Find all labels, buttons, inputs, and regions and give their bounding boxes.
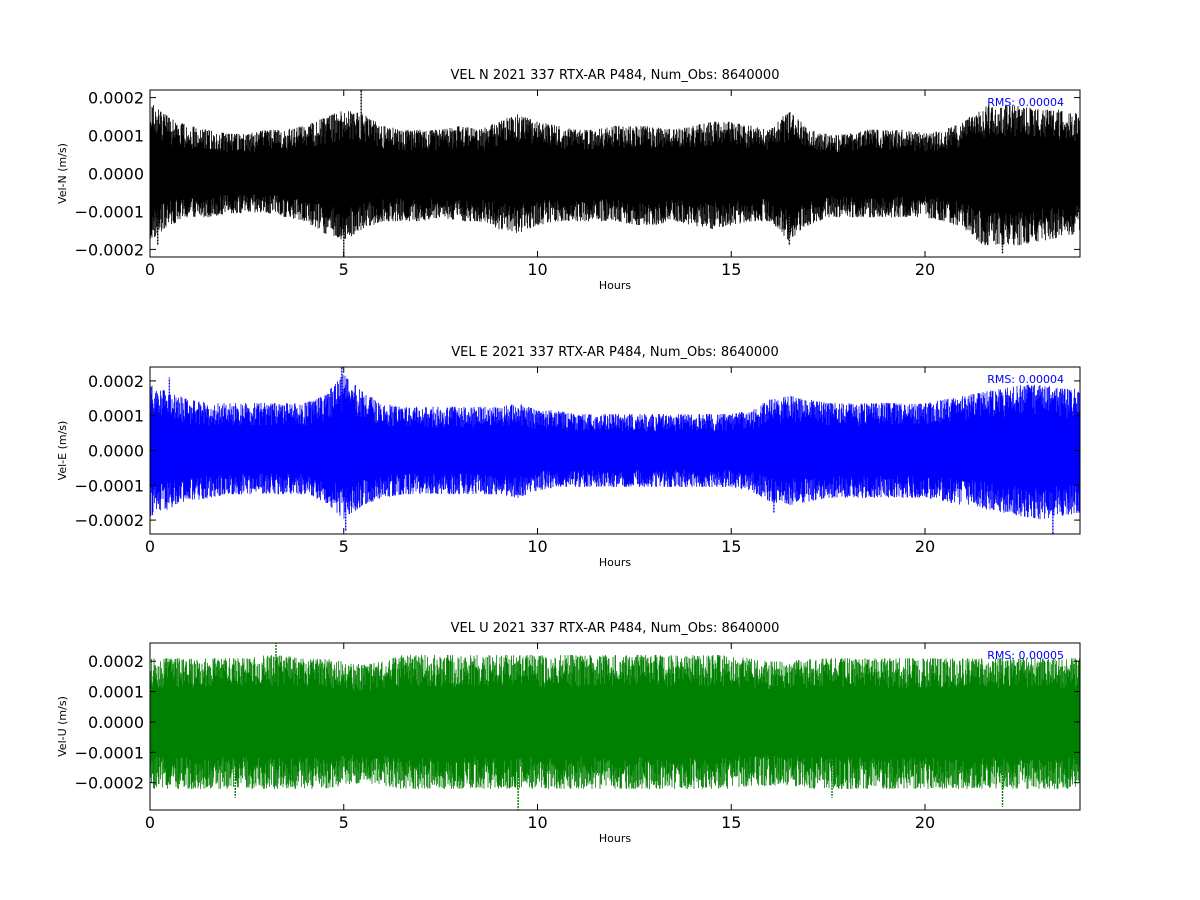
plot-data-area xyxy=(150,643,1080,810)
y-axis-label: Vel-E (m/s) xyxy=(56,421,69,481)
chart-title: VEL U 2021 337 RTX-AR P484, Num_Obs: 864… xyxy=(451,621,780,636)
y-tick-label: −0.0001 xyxy=(75,202,144,221)
chart-title: VEL N 2021 337 RTX-AR P484, Num_Obs: 864… xyxy=(451,68,780,83)
y-tick-label: −0.0002 xyxy=(75,774,144,793)
x-axis-ticks: 0 5 10 15 20 xyxy=(145,90,935,279)
y-tick-label: 0.0001 xyxy=(88,407,144,426)
x-tick-label: 0 xyxy=(145,537,155,556)
rms-annotation: RMS: 0.00004 xyxy=(987,96,1064,109)
x-axis-label: Hours xyxy=(599,556,631,569)
y-axis-ticks: −0.0002 −0.0001 0.0000 0.0001 0.0002 xyxy=(75,89,1080,259)
y-tick-label: −0.0002 xyxy=(75,511,144,530)
rms-annotation: RMS: 0.00005 xyxy=(987,649,1064,662)
y-tick-label: 0.0001 xyxy=(88,127,144,146)
x-tick-label: 20 xyxy=(915,260,935,279)
series-line xyxy=(150,374,1080,520)
x-tick-label: 20 xyxy=(915,537,935,556)
y-tick-label: 0.0000 xyxy=(88,713,144,732)
x-axis-ticks: 0 5 10 15 20 xyxy=(145,367,935,556)
x-tick-label: 15 xyxy=(721,537,741,556)
y-tick-label: 0.0002 xyxy=(88,372,144,391)
y-axis-label: Vel-N (m/s) xyxy=(56,143,69,204)
y-axis-ticks: −0.0002 −0.0001 0.0000 0.0001 0.0002 xyxy=(75,652,1080,793)
plot-data-area xyxy=(150,90,1080,257)
y-tick-label: 0.0002 xyxy=(88,652,144,671)
rms-annotation: RMS: 0.00004 xyxy=(987,373,1064,386)
x-tick-label: 10 xyxy=(527,260,547,279)
x-tick-label: 5 xyxy=(339,260,349,279)
series-line xyxy=(150,655,1080,789)
x-axis-label: Hours xyxy=(599,279,631,292)
y-tick-label: 0.0001 xyxy=(88,683,144,702)
x-axis-label: Hours xyxy=(599,832,631,845)
x-tick-label: 5 xyxy=(339,813,349,832)
x-tick-label: 0 xyxy=(145,813,155,832)
y-axis-label: Vel-U (m/s) xyxy=(56,696,69,757)
axes-frame xyxy=(149,642,1081,811)
plot-data-area xyxy=(150,367,1080,534)
panel-vel-u: 0 5 10 15 20 −0.0002 −0.0001 0.0000 0.0001 0.000… xyxy=(56,621,1081,845)
x-tick-label: 0 xyxy=(145,260,155,279)
y-tick-label: 0.0000 xyxy=(88,442,144,461)
panel-vel-e: 0 5 10 15 20 −0.0002 −0.0001 0.0000 0.0001 0.000… xyxy=(56,345,1081,569)
y-tick-label: 0.0002 xyxy=(88,89,144,108)
x-tick-label: 15 xyxy=(721,260,741,279)
x-tick-label: 10 xyxy=(527,537,547,556)
y-tick-label: −0.0001 xyxy=(75,476,144,495)
x-tick-label: 5 xyxy=(339,537,349,556)
y-tick-label: 0.0000 xyxy=(88,165,144,184)
y-tick-label: −0.0002 xyxy=(75,240,144,259)
chart-title: VEL E 2021 337 RTX-AR P484, Num_Obs: 864… xyxy=(451,345,778,360)
x-axis-ticks: 0 5 10 15 20 xyxy=(145,643,935,832)
y-tick-label: −0.0001 xyxy=(75,743,144,762)
panel-vel-n: 0 5 10 15 20 −0.0002 −0.0001 0.0000 0.0001 0.000… xyxy=(56,68,1081,292)
y-axis-ticks: −0.0002 −0.0001 0.0000 0.0001 0.0002 xyxy=(75,372,1080,530)
x-tick-label: 10 xyxy=(527,813,547,832)
x-tick-label: 15 xyxy=(721,813,741,832)
x-tick-label: 20 xyxy=(915,813,935,832)
series-line xyxy=(150,105,1080,246)
